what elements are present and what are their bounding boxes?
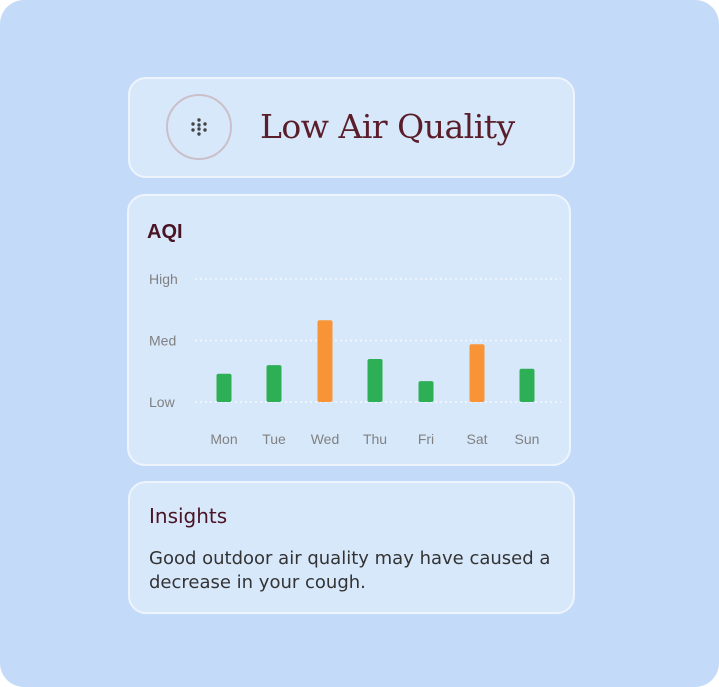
- dots-cluster-icon: [166, 94, 232, 160]
- y-tick-label: Med: [149, 333, 176, 349]
- insights-title: Insights: [149, 504, 228, 528]
- page-title: Low Air Quality: [260, 107, 515, 146]
- bar-fri: [418, 381, 434, 402]
- insights-text: Good outdoor air quality may have caused…: [149, 548, 551, 593]
- bar-wed: [317, 320, 333, 402]
- y-tick-label: High: [149, 271, 178, 287]
- x-tick-label: Thu: [363, 431, 387, 447]
- insights-card: Insights Good outdoor air quality may ha…: [128, 481, 575, 614]
- aqi-chart-card: AQI Low Med High Mon Tue Wed Thu Fri Sat Sun: [127, 194, 571, 466]
- air-quality-header-card: Low Air Quality: [128, 77, 575, 178]
- x-tick-label: Tue: [262, 431, 286, 447]
- x-tick-label: Sat: [466, 431, 487, 447]
- chart-title: AQI: [147, 221, 183, 243]
- aqi-bar-chart: Low Med High Mon Tue Wed Thu Fri Sat Sun: [149, 271, 561, 447]
- bar-mon: [216, 373, 232, 402]
- bar-thu: [367, 358, 383, 402]
- x-tick-label: Mon: [210, 431, 237, 447]
- x-tick-label: Sun: [515, 431, 540, 447]
- bar-sat: [469, 344, 485, 402]
- y-tick-label: Low: [149, 394, 176, 410]
- bar-sun: [519, 368, 535, 402]
- bar-tue: [266, 365, 282, 402]
- x-tick-label: Fri: [418, 431, 434, 447]
- x-tick-label: Wed: [311, 431, 340, 447]
